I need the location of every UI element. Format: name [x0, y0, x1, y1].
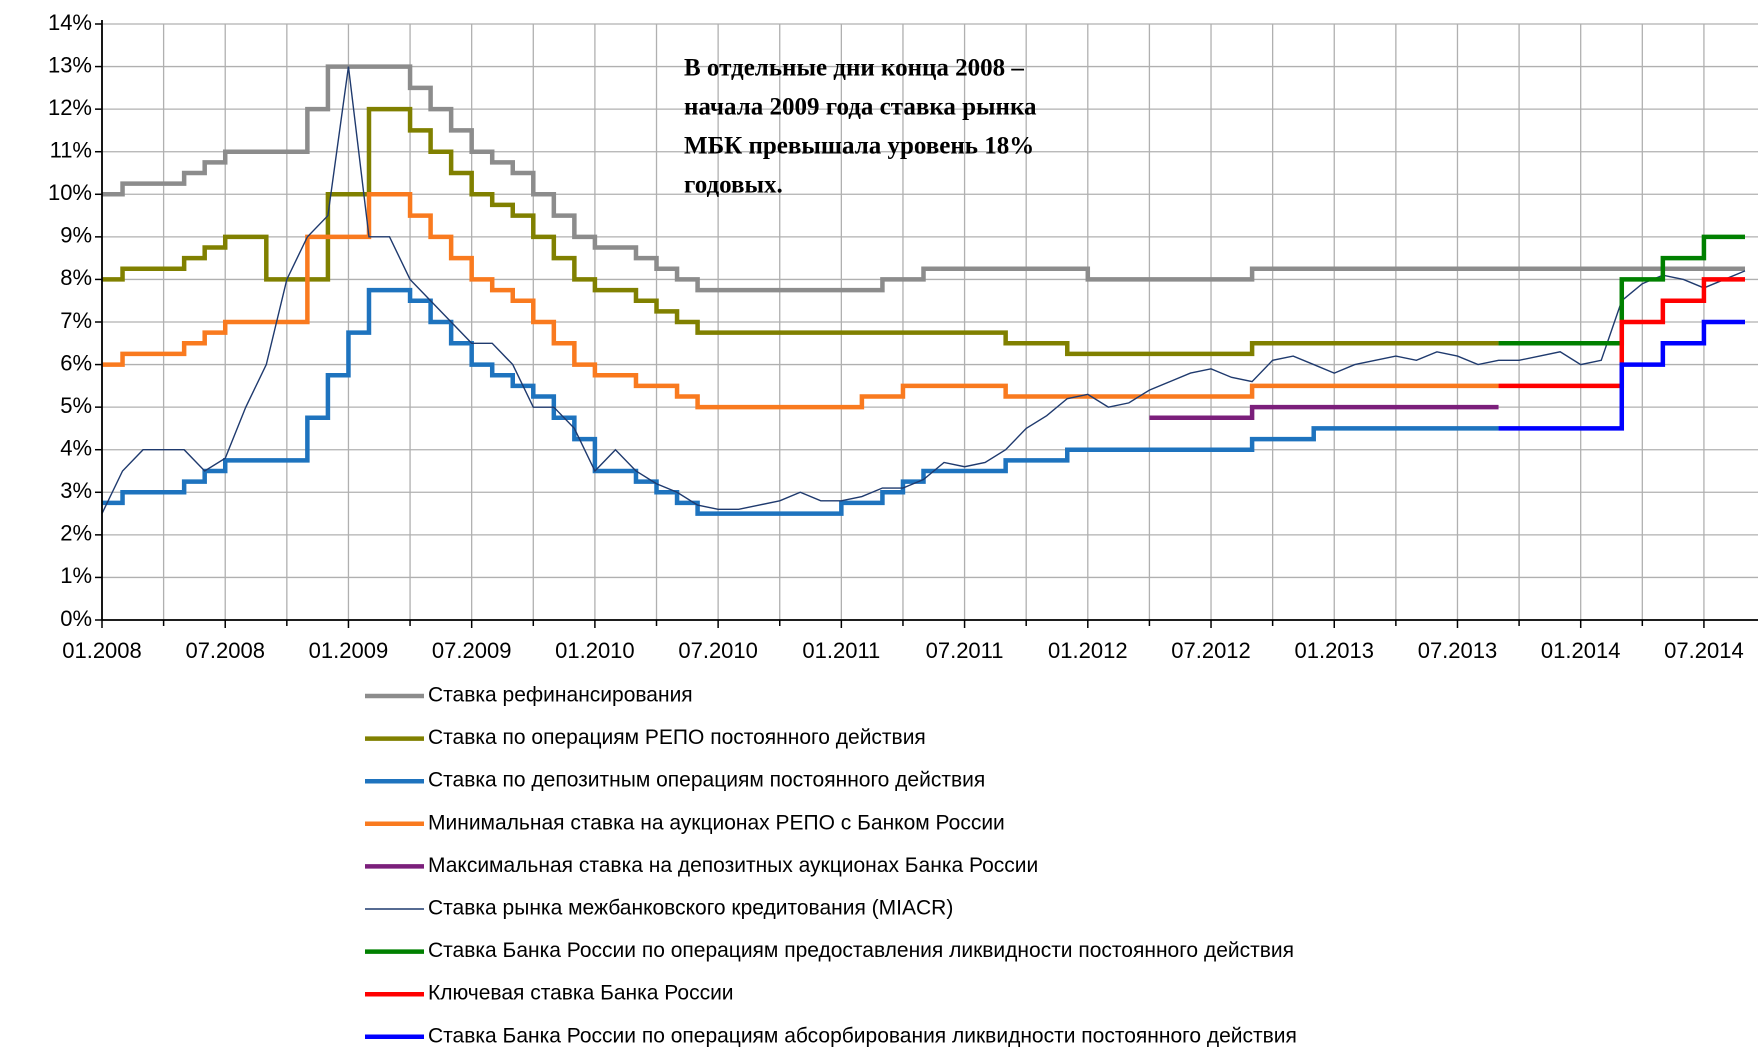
legend-label: Ключевая ставка Банка России	[428, 982, 734, 1005]
y-tick-label: 10%	[48, 180, 92, 205]
y-tick-label: 11%	[50, 138, 92, 163]
series-line	[102, 66, 1746, 514]
series-line	[102, 106, 1499, 357]
x-tick-label: 01.2013	[1294, 638, 1374, 663]
y-tick-label: 9%	[60, 223, 92, 248]
series-line	[1149, 404, 1499, 421]
y-tick-label: 12%	[48, 95, 92, 120]
x-tick-label: 01.2010	[555, 638, 635, 663]
legend-label: Ставка по депозитным операциям постоянно…	[428, 769, 985, 792]
y-tick-label: 7%	[60, 308, 92, 333]
y-tick-label: 3%	[60, 478, 92, 503]
y-tick-label: 8%	[60, 265, 92, 290]
legend: Ставка рефинансирования Ставка по операци…	[365, 684, 1297, 1047]
x-tick-label: 07.2011	[926, 638, 1004, 663]
x-tick-label: 07.2013	[1418, 638, 1498, 663]
legend-label: Ставка Банка России по операциям абсорби…	[428, 1024, 1297, 1047]
legend-label: Ставка по операциям РЕПО постоянного дей…	[428, 726, 926, 749]
y-tick-label: 0%	[60, 606, 92, 631]
legend-label: Ставка Банка России по операциям предост…	[428, 939, 1294, 962]
y-tick-label: 14%	[48, 10, 92, 35]
legend-label: Максимальная ставка на депозитных аукцио…	[428, 854, 1038, 877]
annotation: В отдельные дни конца 2008 – начала 2009 …	[684, 55, 1037, 199]
y-tick-label: 6%	[60, 350, 92, 375]
legend-label: Минимальная ставка на аукционах РЕПО с Б…	[428, 811, 1005, 834]
x-tick-label: 01.2008	[62, 638, 142, 663]
legend-label: Ставка рефинансирования	[428, 684, 693, 707]
x-tick-label: 07.2008	[185, 638, 265, 663]
axes: 0% 1% 2% 3% 4% 5% 6% 7% 8% 9% 10% 11% 12% 13% 14% 01.20…	[48, 10, 1758, 663]
plot-lines	[102, 64, 1746, 516]
grid	[101, 23, 1758, 621]
series-line	[102, 192, 1499, 410]
x-tick-label: 07.2012	[1171, 638, 1251, 663]
x-tick-label: 01.2009	[309, 638, 389, 663]
y-tick-label: 2%	[60, 521, 92, 546]
series-line	[1498, 319, 1745, 431]
annotation-line: МБК превышала уровень 18%	[684, 133, 1034, 160]
x-tick-label: 07.2009	[432, 638, 512, 663]
x-tick-label: 07.2014	[1664, 638, 1744, 663]
annotation-line: начала 2009 года ставка рынка	[684, 94, 1037, 121]
y-tick-label: 1%	[60, 563, 92, 588]
y-tick-label: 4%	[60, 436, 92, 461]
series-line	[102, 64, 1745, 293]
y-tick-label: 5%	[60, 393, 92, 418]
x-tick-label: 01.2011	[802, 638, 880, 663]
annotation-line: В отдельные дни конца 2008 –	[684, 55, 1024, 82]
x-tick-label: 01.2012	[1048, 638, 1128, 663]
x-tick-label: 01.2014	[1541, 638, 1621, 663]
x-tick-label: 07.2010	[678, 638, 758, 663]
y-tick-label: 13%	[48, 52, 92, 77]
legend-label: Ставка рынка межбанковского кредитования…	[428, 897, 953, 920]
annotation-line: годовых.	[684, 172, 783, 199]
